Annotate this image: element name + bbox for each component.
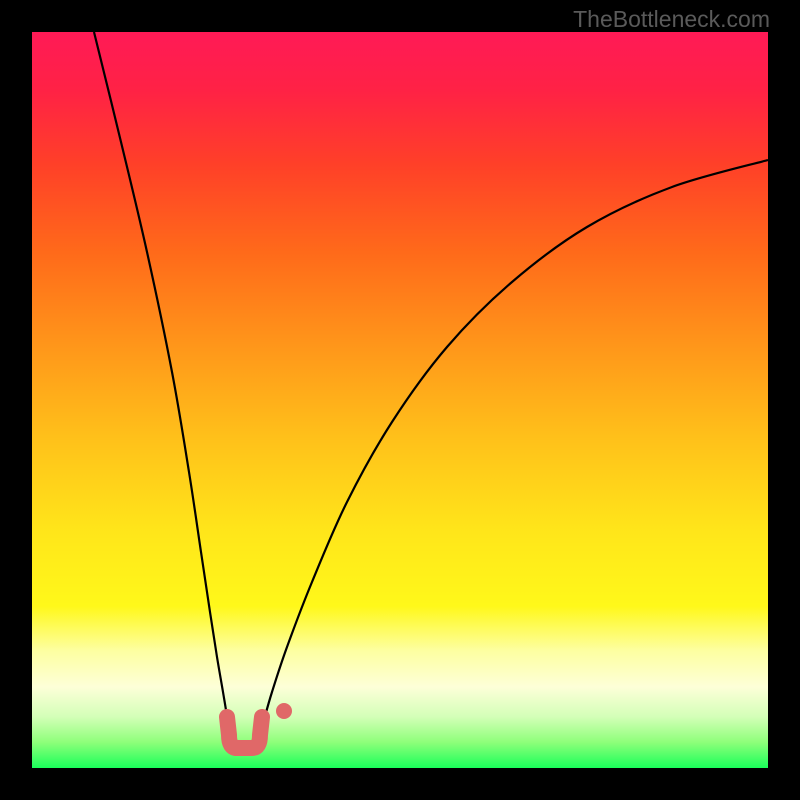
bottleneck-chart-svg xyxy=(0,0,800,800)
marker-extra-dot xyxy=(276,703,292,719)
attribution-text: TheBottleneck.com xyxy=(573,6,770,33)
plot-gradient-area xyxy=(32,32,768,768)
figure-root: TheBottleneck.com xyxy=(0,0,800,800)
